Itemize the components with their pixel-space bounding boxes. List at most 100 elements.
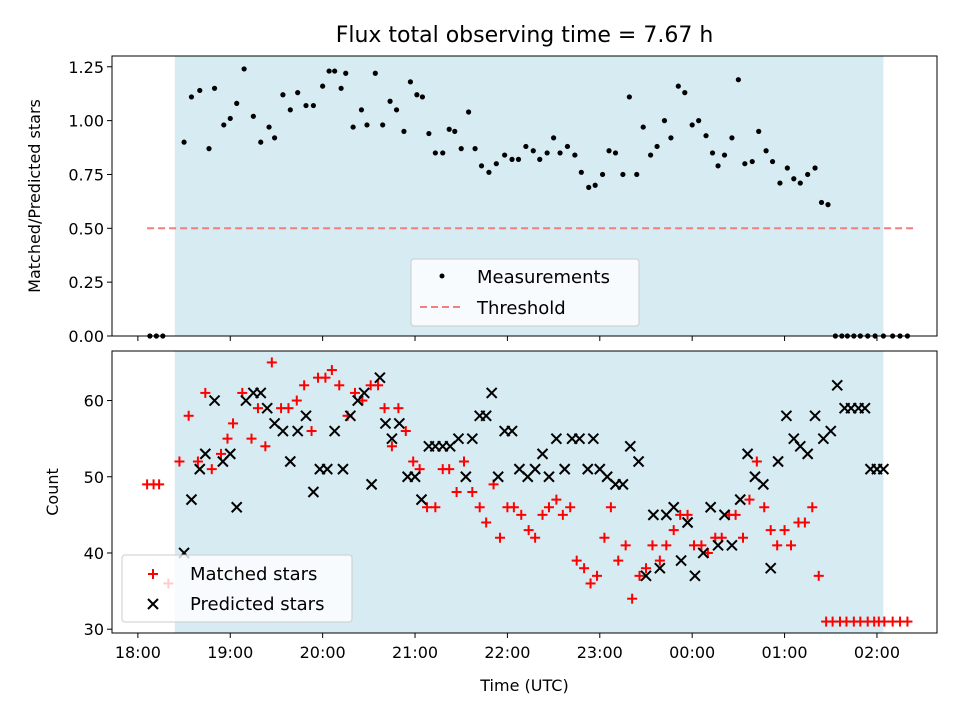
matched-star-marker <box>682 509 693 520</box>
matched-star-marker <box>216 448 227 459</box>
measurement-point <box>493 161 499 167</box>
measurement-point <box>805 171 811 178</box>
predicted-star-marker <box>712 539 724 552</box>
matched-star-marker <box>252 403 263 414</box>
predicted-star-marker <box>632 455 645 468</box>
measurement-point <box>675 83 681 89</box>
predicted-star-marker <box>307 486 320 498</box>
matched-star-marker <box>206 464 217 475</box>
matched-star-marker <box>585 578 596 589</box>
bottom-axes-frame <box>111 350 938 634</box>
matched-star-marker <box>200 387 211 398</box>
bottom-legend: Matched stars Predicted stars <box>121 554 353 623</box>
matched-star-marker <box>813 570 824 581</box>
predicted-star-marker <box>199 448 212 460</box>
legend-x-glyph <box>147 598 159 610</box>
matched-star-marker <box>430 502 441 513</box>
measurement-point <box>544 150 550 156</box>
measurement-point <box>343 70 349 76</box>
matched-star-marker <box>320 372 331 383</box>
measurement-point <box>380 122 386 128</box>
matched-star-marker <box>228 418 239 429</box>
measurement-point <box>620 171 626 178</box>
measurement-point <box>407 79 414 85</box>
matched-star-marker <box>537 509 548 520</box>
measurement-point <box>266 124 272 130</box>
matched-star-marker <box>334 380 345 391</box>
bottom-panel: 30 40 50 60 18:00 19:00 20:00 21:00 22:00 23:00 00… <box>43 350 938 695</box>
measurement-point <box>250 113 256 119</box>
predicted-star-marker <box>492 471 504 483</box>
predicted-star-marker <box>640 570 652 582</box>
measurement-point <box>458 146 464 152</box>
top-y-axis-label: Matched/Predicted stars <box>25 99 44 293</box>
matched-star-marker <box>647 540 658 551</box>
legend-matched-label: Matched stars <box>190 564 317 585</box>
measurement-point <box>818 199 825 206</box>
matched-star-marker <box>902 616 913 627</box>
legend-predicted-marker <box>147 598 159 610</box>
measurement-point <box>280 92 286 98</box>
top-legend: Measurements Threshold <box>410 258 640 327</box>
predicted-star-marker <box>374 371 386 384</box>
measurement-points <box>147 66 911 339</box>
matched-star-marker <box>154 479 165 490</box>
bottom-ticks: 30 40 50 60 18:00 19:00 20:00 21:00 22:00 23:00 00… <box>84 392 900 662</box>
top-y-tick-label: 1.00 <box>68 112 104 131</box>
predicted-star-marker <box>415 493 428 506</box>
matched-star-marker <box>571 555 582 566</box>
measurement-point <box>530 148 536 154</box>
measurement-point <box>320 83 326 89</box>
chart-title: Flux total observing time = 7.67 h <box>336 23 714 48</box>
bottom-legend-box <box>121 554 353 623</box>
matched-star-marker <box>668 525 679 536</box>
legend-threshold-label: Threshold <box>476 298 566 319</box>
measurement-point <box>797 180 803 186</box>
predicted-star-marker <box>624 440 636 452</box>
top-y-tick-label: 0.00 <box>68 327 104 346</box>
measurement-point <box>432 150 438 156</box>
bottom-y-tick-label: 60 <box>84 392 104 411</box>
predicted-star-marker <box>667 501 680 513</box>
predicted-star-marker <box>675 554 687 567</box>
measurement-point <box>472 146 478 152</box>
measurement-point <box>271 135 278 141</box>
measurement-point <box>188 94 195 100</box>
x-tick-label: 20:00 <box>300 643 346 662</box>
predicted-star-marker <box>255 387 267 399</box>
measurement-point <box>372 70 378 76</box>
top-ticks: 0.00 0.25 0.50 0.75 1.00 1.25 <box>68 58 878 346</box>
predicted-star-marker <box>224 448 236 460</box>
measurement-point <box>310 102 316 109</box>
measurement-point <box>440 150 446 156</box>
matched-star-marker <box>444 464 455 475</box>
matched-star-marker <box>737 532 748 543</box>
measurement-point <box>446 126 452 132</box>
measurement-point <box>221 122 227 128</box>
matched-star-marker <box>786 540 797 551</box>
measurement-point <box>586 184 592 190</box>
matched-star-marker <box>765 525 776 536</box>
matched-star-marker <box>523 525 534 536</box>
measurement-point <box>763 148 769 154</box>
predicted-star-marker <box>654 562 666 574</box>
top-y-tick-label: 0.50 <box>68 219 104 238</box>
matched-star-marker <box>495 532 506 543</box>
matched-star-marker <box>654 555 665 566</box>
measurement-point <box>350 124 356 130</box>
top-axes-frame <box>111 55 938 337</box>
matched-star-markers <box>142 357 913 627</box>
matched-star-marker <box>481 517 492 528</box>
predicted-star-marker <box>734 493 746 506</box>
measurement-point <box>486 169 492 175</box>
matched-star-marker <box>260 441 271 452</box>
measurement-point <box>812 165 818 171</box>
predicted-star-marker <box>460 471 472 483</box>
predicted-star-marker <box>764 562 777 574</box>
measurement-point <box>696 118 702 124</box>
legend-measurements-label: Measurements <box>477 267 610 288</box>
predicted-star-marker <box>321 463 333 475</box>
measurement-point <box>749 158 755 165</box>
measurement-point <box>326 68 332 74</box>
measurement-point <box>578 169 584 175</box>
